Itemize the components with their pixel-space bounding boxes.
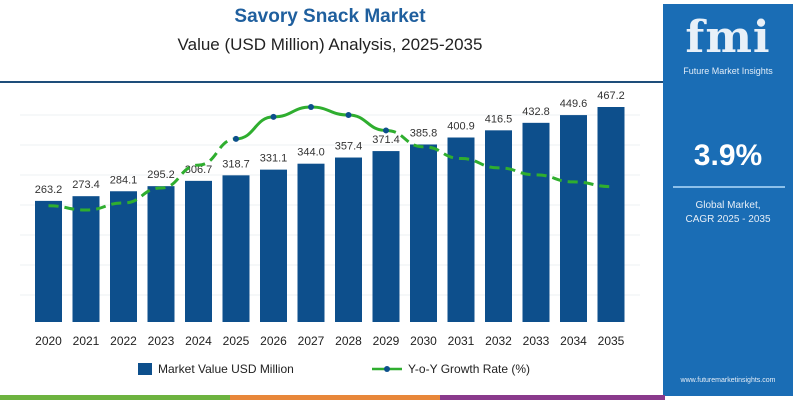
- x-tick-2024: 2024: [185, 334, 212, 348]
- growth-line-dashed-start: [48, 137, 237, 212]
- chart-title: Savory Snack Market: [234, 6, 426, 27]
- data-label-2024: 306.7: [185, 164, 213, 176]
- legend-bar: Market Value USD Million: [138, 362, 294, 376]
- logo-subtitle: Future Market Insights: [683, 66, 773, 76]
- bar-2024: [185, 180, 212, 322]
- bottom-strip-orange: [230, 395, 440, 400]
- growth-point-2026: [270, 113, 277, 120]
- bar-2021: [72, 196, 100, 322]
- x-tick-2020: 2020: [35, 334, 62, 348]
- cagr-desc-line1: Global Market,: [695, 200, 761, 211]
- legend-line: Y-o-Y Growth Rate (%): [372, 362, 530, 376]
- chart-subtitle: Value (USD Million) Analysis, 2025-2035: [177, 35, 483, 54]
- x-tick-2022: 2022: [110, 334, 137, 348]
- data-label-2030: 385.8: [410, 127, 438, 139]
- bar-2033: [522, 122, 550, 323]
- bar-2029: [372, 151, 400, 322]
- growth-point-2029: [383, 127, 389, 134]
- growth-line-solid: [235, 105, 387, 141]
- cagr-description: Global Market, CAGR 2025 - 2035: [663, 199, 793, 227]
- fmi-logo: fmi: [685, 12, 771, 63]
- x-tick-2028: 2028: [335, 334, 362, 348]
- legend-line-swatch: [372, 366, 402, 372]
- panel-divider: [673, 186, 785, 188]
- x-tick-2034: 2034: [560, 334, 587, 348]
- x-tick-2027: 2027: [298, 334, 325, 348]
- bar-2025: [222, 175, 250, 322]
- data-label-2028: 357.4: [335, 141, 363, 153]
- website-url[interactable]: www.futuremarketinsights.com: [680, 377, 776, 384]
- cagr-desc-line2: CAGR 2025 - 2035: [685, 214, 771, 225]
- x-tick-2023: 2023: [148, 334, 175, 348]
- chart-area: 263.2 2020 273.4 2021 284.1 2022 295.2 2023 306.…: [20, 90, 640, 348]
- data-label-2035: 467.2: [597, 90, 625, 102]
- data-label-2022: 284.1: [110, 174, 138, 186]
- bar-2023: [147, 186, 175, 322]
- data-label-2029: 371.4: [372, 134, 400, 146]
- data-label-2034: 449.6: [560, 98, 588, 110]
- bottom-strip-purple: [440, 395, 665, 400]
- x-tick-2031: 2031: [448, 334, 475, 348]
- bar-2020: [35, 200, 62, 322]
- x-tick-2021: 2021: [73, 334, 100, 348]
- growth-point-2027: [308, 104, 314, 111]
- data-label-2033: 432.8: [522, 106, 550, 118]
- legend-bar-swatch: [138, 363, 152, 375]
- data-label-2031: 400.9: [447, 121, 475, 133]
- data-label-2027: 344.0: [297, 147, 325, 159]
- x-tick-2025: 2025: [223, 334, 250, 348]
- title-divider: [0, 81, 665, 83]
- x-tick-2030: 2030: [410, 334, 437, 348]
- data-label-2023: 295.2: [147, 169, 175, 181]
- legend-bar-label: Market Value USD Million: [158, 362, 294, 376]
- data-label-2025: 318.7: [222, 158, 250, 170]
- bar-2035: [597, 107, 625, 322]
- growth-point-2025: [233, 135, 239, 142]
- bar-2034: [560, 115, 587, 323]
- bar-2030: [410, 144, 437, 322]
- x-tick-2033: 2033: [523, 334, 550, 348]
- x-tick-2026: 2026: [260, 334, 287, 348]
- bottom-strip-green: [0, 395, 230, 400]
- data-label-2032: 416.5: [485, 113, 513, 125]
- data-label-2026: 331.1: [260, 153, 288, 165]
- growth-line-dashed-end: [385, 128, 612, 189]
- bar-2022: [110, 191, 137, 322]
- legend-line-label: Y-o-Y Growth Rate (%): [408, 362, 531, 376]
- cagr-panel: fmi Future Market Insights 3.9% Global M…: [663, 4, 793, 396]
- x-tick-2032: 2032: [485, 334, 512, 348]
- cagr-value: 3.9%: [693, 139, 763, 172]
- data-label-2020: 263.2: [35, 184, 63, 196]
- bar-2031: [447, 137, 475, 322]
- x-tick-2035: 2035: [598, 334, 625, 348]
- growth-point-2028: [345, 111, 352, 118]
- x-tick-2029: 2029: [373, 334, 400, 348]
- bar-2028: [335, 157, 362, 322]
- bar-2027: [297, 163, 325, 322]
- bar-2026: [260, 169, 287, 322]
- bar-2032: [485, 130, 512, 322]
- data-label-2021: 273.4: [72, 179, 100, 191]
